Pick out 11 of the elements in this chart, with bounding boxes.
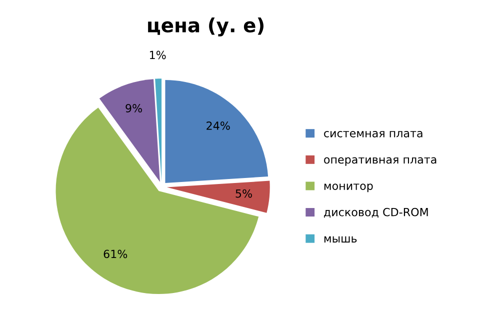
chart-title: цена (у. е) <box>148 17 264 36</box>
legend-label: монитор <box>324 184 373 192</box>
data-label: 61% <box>104 250 128 258</box>
legend-label: системная плата <box>324 130 422 138</box>
legend-label: мышь <box>324 236 357 242</box>
data-label: 9% <box>126 104 142 112</box>
data-label: 5% <box>236 189 252 198</box>
data-label: 24% <box>206 121 230 130</box>
data-label: 1% <box>150 50 166 60</box>
legend-label: оперативная плата <box>324 157 436 166</box>
legend-label: дисковод CD-ROM <box>324 208 428 218</box>
